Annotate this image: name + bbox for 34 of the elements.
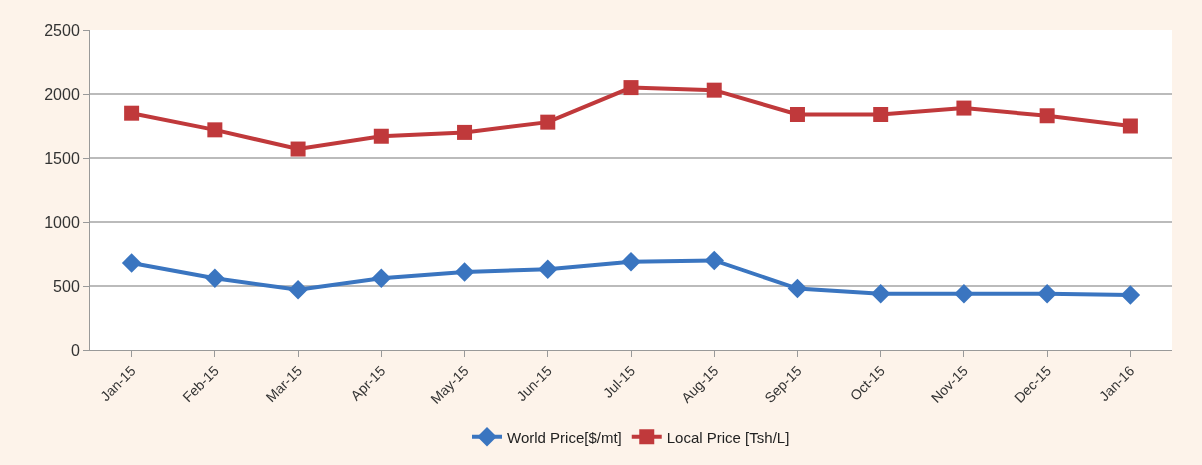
point <box>789 106 805 122</box>
y-tick-label: 2500 <box>44 21 80 39</box>
point <box>954 283 974 304</box>
point <box>371 268 392 289</box>
point <box>454 262 475 282</box>
point <box>457 124 473 140</box>
point <box>1122 118 1138 134</box>
point <box>787 278 808 299</box>
y-tick-label: 1000 <box>44 213 80 231</box>
point <box>538 259 558 280</box>
point <box>706 82 722 98</box>
legend-label: Local Price [Tsh/L] <box>666 428 790 446</box>
y-tick-label: 2000 <box>44 85 80 103</box>
point <box>205 268 225 289</box>
point <box>956 100 972 116</box>
y-tick-label: 500 <box>53 277 80 295</box>
point <box>290 141 306 157</box>
point <box>373 128 389 144</box>
point <box>704 250 724 271</box>
point <box>540 114 556 130</box>
point <box>623 80 639 96</box>
point <box>121 253 142 273</box>
point <box>1120 285 1141 305</box>
point <box>621 251 641 272</box>
y-tick-label: 1500 <box>44 149 80 167</box>
point <box>207 122 223 138</box>
point <box>1037 283 1057 304</box>
point <box>124 105 140 121</box>
point <box>873 106 889 122</box>
point <box>870 283 891 304</box>
y-tick-label: 0 <box>70 341 80 359</box>
legend-label: World Price[$/mt] <box>507 428 622 446</box>
point <box>1039 108 1055 124</box>
point <box>288 280 308 300</box>
